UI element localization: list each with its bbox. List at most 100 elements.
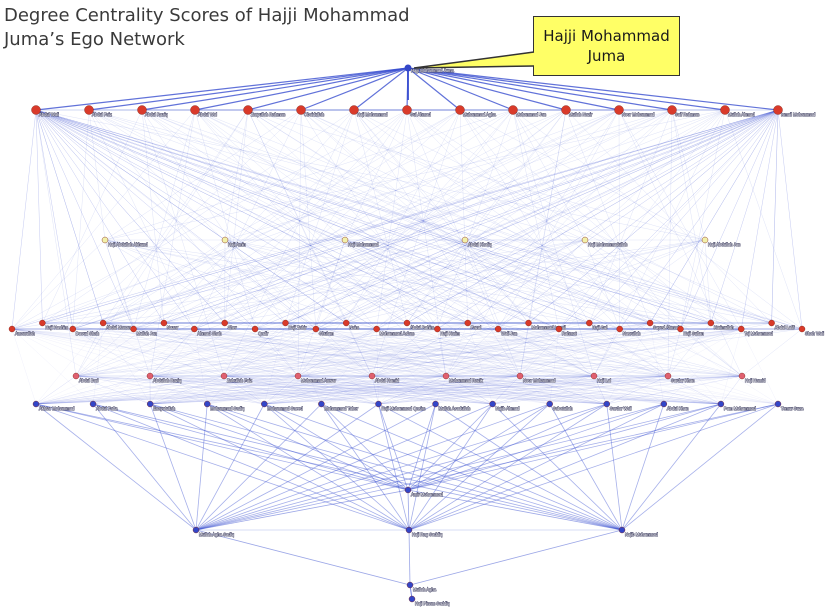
network-node: Naim — [343, 319, 360, 330]
node-label: Najib Mohammad — [625, 532, 658, 537]
node-label: Abdul Rahim — [410, 325, 434, 330]
network-node: Haji Hashim — [39, 319, 69, 330]
network-node: Abdul Wal — [190, 105, 217, 117]
node-label: Haji Pinam Saddiq — [415, 601, 450, 606]
node-label: Akhtar Mohammad — [39, 406, 75, 411]
node-label: Abdul Manan — [106, 325, 131, 330]
node-label: Sardar Khan — [671, 378, 695, 383]
network-node: Abdul Raziq — [137, 105, 169, 117]
network-node: Abdul Manan — [99, 319, 132, 330]
network-node: Najib Mohammad — [618, 526, 659, 537]
node-label: Shah Wali — [805, 331, 824, 336]
node-label: Sardar Wali — [610, 406, 632, 411]
node-label: Abdul Wal — [198, 112, 217, 117]
network-node: Fazal — [464, 319, 482, 330]
node-label: Saif Rahman — [675, 112, 700, 117]
node-label: Abdullah Raziq — [153, 378, 182, 383]
network-node: Abdullah Raziq — [146, 372, 182, 383]
network-node: Mohammad Anwar — [294, 372, 337, 383]
title-line-1: Degree Centrality Scores of Hajji Mohamm… — [4, 5, 410, 26]
title-line-2: Juma’s Ego Network — [4, 29, 185, 50]
ego-node: Hajji Mohammad Juma — [404, 64, 455, 73]
network-node: Mullah Jan — [130, 325, 158, 336]
ego-node-label: Hajji Mohammad Juma — [411, 68, 454, 73]
node-label: Ahmad Shah — [197, 331, 222, 336]
node-label: Karimullah — [714, 325, 734, 330]
node-label: Obaidullah — [304, 112, 325, 117]
network-node: Abdul Latif — [768, 319, 796, 330]
node-label: Pam Mohammad — [724, 406, 757, 411]
network-node: Rahmat — [555, 325, 578, 336]
network-node: Haji Karim — [434, 325, 461, 336]
network-node: Haji Abdullah Akhund — [101, 236, 149, 247]
node-label: Haji Hashim — [45, 325, 68, 330]
network-node: Abdul Rahim — [403, 319, 435, 330]
network-node: Ahmad Shah — [191, 325, 223, 336]
node-label: Naim — [349, 325, 359, 330]
network-node: Haji Mohammad — [349, 105, 389, 117]
network-node: Mullah Ahmad — [720, 105, 756, 117]
node-label: Haji Abdullah Akhund — [108, 242, 148, 247]
network-node: Haji Lal — [590, 372, 611, 383]
node-label: Mohammad Anwar — [301, 378, 337, 383]
node-label: Fazal — [471, 325, 481, 330]
node-label: Rahmat — [562, 331, 577, 336]
network-node: Nazar — [160, 319, 179, 330]
network-node: Mullah Agha Sadiq — [192, 526, 235, 537]
node-label: Zaryullah Rahman — [251, 112, 286, 117]
node-label: Abdul Wali — [39, 112, 59, 117]
node-label: Sayed Ahmad — [653, 325, 680, 330]
network-node: Mohammad Aslam — [373, 325, 415, 336]
node-label: Noor Mohammad — [523, 378, 556, 383]
network-node: Sher — [221, 319, 238, 330]
network-node: Haji Mohammad — [341, 236, 380, 247]
network-node: Gul Ahmad — [402, 105, 432, 117]
network-node: Akhtar Mohammad — [32, 400, 75, 411]
node-label: Abdul Raziq — [145, 112, 168, 117]
node-label: Daoud Shah — [76, 331, 100, 336]
node-label: Haji Rag Saddiq — [412, 532, 443, 537]
network-node: Mullah Asadullah — [432, 400, 471, 411]
node-label: Haji Amin — [228, 242, 246, 247]
network-node: Haji Rag Saddiq — [405, 526, 443, 537]
node-label: Zahullah Faiz — [227, 378, 252, 383]
node-label: Mullah Jan — [137, 331, 158, 336]
node-label: Mohammad Taher — [324, 406, 358, 411]
network-node: Mohammad Taher — [318, 400, 359, 411]
node-label: Abdul Fatta — [96, 406, 118, 411]
network-node: Abdul Fatta — [89, 400, 119, 411]
node-label: Abdul Hamid — [375, 378, 400, 383]
network-node: Ghulam — [312, 325, 334, 336]
node-label: Haji Abdullah Jan — [708, 242, 741, 247]
node-label: Haji Mohammad — [357, 112, 388, 117]
node-label: Mullah Ahmad — [728, 112, 755, 117]
network-node: Sabatullah — [546, 400, 574, 411]
network-node: Mohammad Jan — [508, 105, 547, 117]
node-label: Abdul Faiz — [92, 112, 112, 117]
node-label: Haji Mohammad Qasim — [381, 406, 425, 411]
node-label: Mullah Nazir — [569, 112, 593, 117]
network-node: Abdul Khaliq — [461, 236, 493, 247]
network-node: Haji Abdullah Jan — [701, 236, 741, 247]
node-label: Haji Mohammadullah — [588, 242, 628, 247]
node-label: Haji Sultan — [683, 331, 704, 336]
node-label: Abdul Khan — [667, 406, 689, 411]
network-node: Haji Mohammadullah — [581, 236, 628, 247]
network-node: Zaryullah Rahman — [243, 105, 286, 117]
node-label: Noor Mohammad — [622, 112, 655, 117]
node-label: Abdul Khaliq — [468, 242, 492, 247]
network-node: Haji Hamid — [738, 372, 767, 383]
node-label: Mohammad Razik — [449, 378, 484, 383]
node-label: Abdul Latif — [775, 325, 796, 330]
node-label: Temur Suza — [781, 406, 804, 411]
node-label: Mohammad Saeed — [267, 406, 303, 411]
callout-line-1: Hajji Mohammad — [543, 27, 670, 45]
network-node: Ismail Mohammad — [773, 105, 816, 117]
network-node: Haji Amin — [221, 236, 247, 247]
node-label: Amanullah — [15, 331, 35, 336]
node-label: Haji Lal — [597, 378, 611, 383]
node-label: Najib Ahmad — [496, 406, 520, 411]
node-label: Qadir — [258, 331, 269, 336]
network-node: Abdul Khan — [660, 400, 690, 411]
